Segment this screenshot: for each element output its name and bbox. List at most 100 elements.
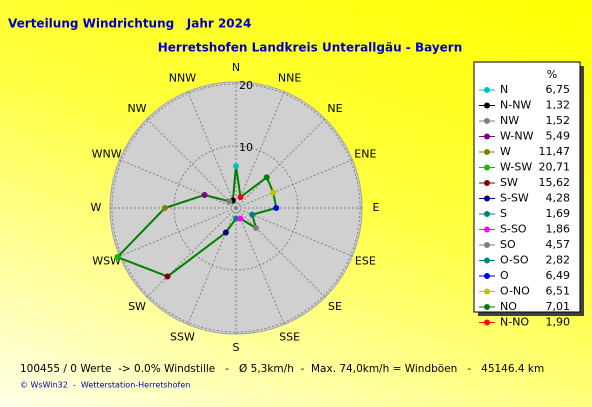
direction-label: SE	[328, 300, 342, 313]
direction-label: NNE	[278, 72, 301, 85]
grid-ring	[173, 145, 299, 271]
legend-marker	[484, 211, 490, 217]
spoke	[119, 159, 237, 209]
direction-label: S	[233, 341, 240, 354]
credit: © WsWin32 - Wetterstation-Herretshofen	[20, 381, 190, 390]
legend-name: W-NW	[500, 130, 534, 143]
legend-value: 6,75	[546, 83, 571, 96]
spoke	[187, 91, 237, 209]
legend-value: 1,69	[546, 207, 571, 220]
direction-label: SSE	[279, 330, 300, 343]
point	[237, 215, 244, 222]
direction-label: NNW	[169, 72, 196, 85]
legend-marker	[484, 226, 490, 233]
spoke	[235, 118, 326, 209]
legend-name: W	[500, 145, 511, 158]
chart-subtitle: Herretshofen Landkreis Unterallgäu - Bay…	[158, 41, 463, 55]
legend-name: S-SW	[500, 192, 529, 205]
point	[226, 198, 233, 205]
legend-marker	[484, 288, 490, 295]
legend-name: SW	[500, 176, 518, 189]
point	[263, 174, 270, 181]
legend-value: 6,49	[546, 269, 571, 282]
direction-label: N	[232, 61, 240, 74]
legend-value: 5,49	[546, 130, 571, 143]
chart-title: Verteilung Windrichtung Jahr 2024	[8, 17, 251, 31]
direction-label: WSW	[92, 255, 121, 268]
legend-marker	[484, 102, 490, 109]
direction-label: ESE	[355, 255, 376, 268]
tick-label: 10	[239, 141, 253, 154]
legend-marker	[484, 257, 490, 264]
legend-value: 1,86	[546, 223, 571, 236]
spoke	[119, 207, 237, 257]
legend-name: N-NO	[500, 316, 529, 329]
legend-value: 1,32	[546, 99, 571, 112]
spoke	[146, 207, 237, 298]
spoke	[146, 118, 237, 209]
footer: 100455 / 0 Werte -> 0.0% Windstille - Ø …	[20, 363, 544, 375]
legend-marker	[484, 195, 490, 202]
spoke	[235, 207, 285, 325]
legend-marker	[484, 149, 490, 155]
direction-label: ENE	[354, 147, 376, 160]
legend-marker	[484, 133, 490, 140]
legend-name: N	[500, 83, 508, 96]
point	[249, 211, 256, 218]
legend-name: S	[500, 207, 507, 220]
legend-name: S-SO	[500, 223, 527, 236]
legend-marker	[484, 319, 490, 326]
legend-marker	[484, 273, 490, 279]
direction-label: NE	[327, 102, 342, 115]
point	[237, 194, 244, 201]
legend-name: O	[500, 269, 509, 282]
point	[273, 205, 280, 211]
direction-label: WNW	[92, 147, 122, 160]
legend-title: %	[547, 68, 557, 81]
legend-value: 1,90	[546, 316, 571, 329]
point	[233, 163, 239, 170]
legend-value: 2,82	[546, 254, 571, 267]
spoke	[235, 159, 353, 209]
legend-name: NO	[500, 300, 517, 313]
legend-box	[473, 61, 581, 313]
spoke	[235, 207, 326, 298]
legend-value: 7,01	[546, 300, 571, 313]
point	[201, 191, 208, 198]
point	[222, 229, 229, 236]
legend-name: O-NO	[500, 285, 530, 298]
spoke	[235, 91, 285, 209]
legend-marker	[484, 87, 490, 93]
direction-label: NW	[127, 102, 146, 115]
point	[114, 254, 121, 261]
point	[161, 205, 168, 211]
spoke	[235, 207, 353, 257]
point	[270, 189, 277, 196]
direction-label: SW	[128, 300, 146, 313]
legend-name: NW	[500, 114, 519, 127]
legend-value: 11,47	[539, 145, 571, 158]
legend-value: 4,57	[546, 238, 571, 251]
legend-value: 20,71	[539, 161, 571, 174]
grid-ring	[111, 83, 361, 333]
spoke	[187, 207, 237, 325]
legend-value: 1,52	[546, 114, 571, 127]
legend-name: W-SW	[500, 161, 532, 174]
direction-label: SSW	[170, 330, 195, 343]
legend-name: N-NW	[500, 99, 531, 112]
legend-name: SO	[500, 238, 516, 251]
direction-label: W	[91, 201, 102, 214]
point	[164, 273, 171, 280]
legend-value: 6,51	[546, 285, 571, 298]
legend-marker	[484, 242, 490, 248]
legend-value: 4,28	[546, 192, 571, 205]
point	[253, 225, 260, 232]
tick-label: 20	[239, 79, 253, 92]
legend-marker	[484, 118, 490, 124]
legend-marker	[484, 164, 490, 171]
direction-label: E	[373, 201, 380, 214]
legend-name: O-SO	[500, 254, 529, 267]
legend-marker	[484, 180, 490, 186]
